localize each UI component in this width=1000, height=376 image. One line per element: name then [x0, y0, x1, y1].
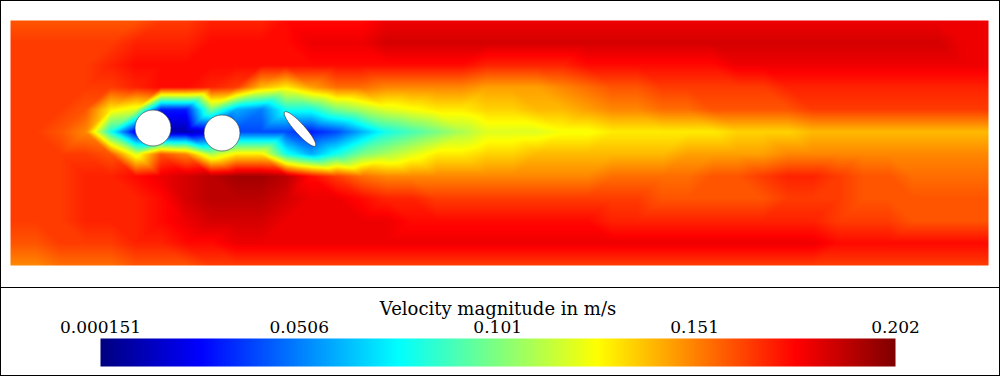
svg-text:0.101: 0.101 — [473, 317, 522, 337]
svg-text:0.000151: 0.000151 — [60, 317, 141, 337]
svg-text:0.151: 0.151 — [670, 317, 719, 337]
svg-text:0.202: 0.202 — [871, 317, 920, 337]
svg-text:Velocity magnitude in m/s: Velocity magnitude in m/s — [379, 298, 616, 319]
svg-text:0.0506: 0.0506 — [269, 317, 328, 337]
